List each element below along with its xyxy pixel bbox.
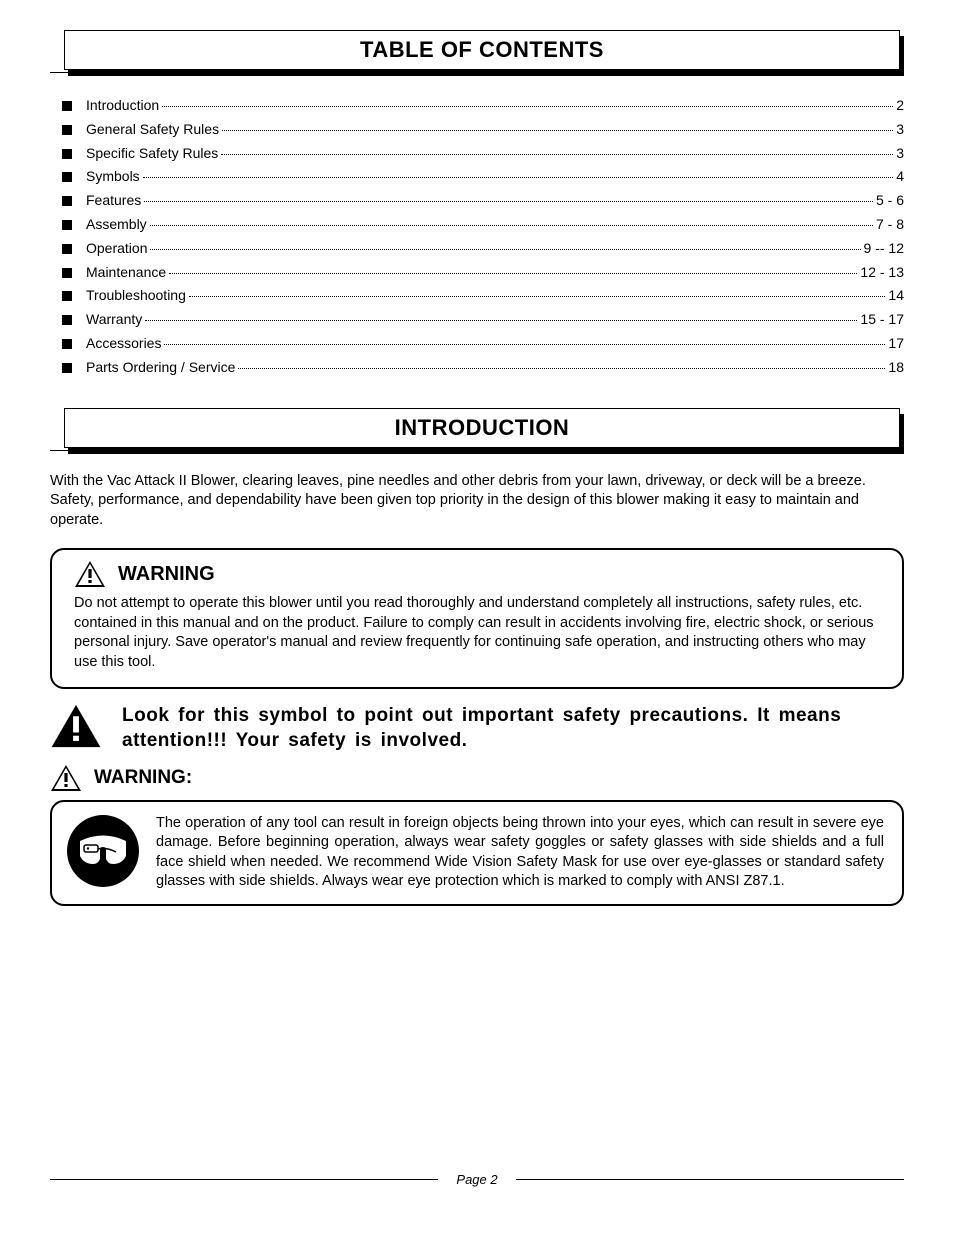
toc-row: General Safety Rules 3 <box>62 118 904 142</box>
toc-page: 2 <box>896 94 904 118</box>
toc-row: Operation 9 -- 12 <box>62 237 904 261</box>
toc-leader-dots <box>169 273 857 274</box>
toc-row: Parts Ordering / Service 18 <box>62 356 904 380</box>
eye-protection-text: The operation of any tool can result in … <box>156 814 884 892</box>
toc-label: Accessories <box>86 332 161 356</box>
toc-page: 5 - 6 <box>876 189 904 213</box>
warning-body: Do not attempt to operate this blower un… <box>74 594 880 672</box>
toc-row: Maintenance 12 - 13 <box>62 261 904 285</box>
toc-leader-dots <box>150 249 860 250</box>
footer-rule-left <box>50 1179 438 1180</box>
toc-label: Maintenance <box>86 261 166 285</box>
table-of-contents: Introduction 2General Safety Rules 3Spec… <box>62 94 904 380</box>
toc-label: Parts Ordering / Service <box>86 356 235 380</box>
toc-label: General Safety Rules <box>86 118 219 142</box>
square-bullet-icon <box>62 172 72 182</box>
square-bullet-icon <box>62 315 72 325</box>
toc-label: Assembly <box>86 213 147 237</box>
toc-row: Specific Safety Rules 3 <box>62 142 904 166</box>
square-bullet-icon <box>62 244 72 254</box>
toc-page: 15 - 17 <box>860 308 904 332</box>
toc-header-block: TABLE OF CONTENTS <box>50 30 904 76</box>
square-bullet-icon <box>62 101 72 111</box>
toc-header: TABLE OF CONTENTS <box>64 30 900 70</box>
square-bullet-icon <box>62 149 72 159</box>
goggles-icon <box>66 814 140 888</box>
warning-title-row: WARNING <box>74 560 880 588</box>
toc-row: Troubleshooting 14 <box>62 284 904 308</box>
toc-label: Features <box>86 189 141 213</box>
footer-rule-right <box>516 1179 904 1180</box>
toc-label: Troubleshooting <box>86 284 186 308</box>
toc-page: 14 <box>888 284 904 308</box>
intro-header: INTRODUCTION <box>64 408 900 448</box>
warning-icon <box>50 764 82 792</box>
toc-page: 9 -- 12 <box>864 237 904 261</box>
square-bullet-icon <box>62 220 72 230</box>
safety-callout: Look for this symbol to point out import… <box>50 703 904 754</box>
toc-leader-dots <box>145 320 857 321</box>
toc-leader-dots <box>238 368 885 369</box>
warning-inline: WARNING: <box>50 764 904 792</box>
eye-protection-box: The operation of any tool can result in … <box>50 800 904 906</box>
toc-label: Warranty <box>86 308 142 332</box>
page-footer: Page 2 <box>50 1172 904 1187</box>
toc-page: 17 <box>888 332 904 356</box>
toc-page: 12 - 13 <box>860 261 904 285</box>
toc-leader-dots <box>164 344 885 345</box>
warning-icon <box>50 703 102 749</box>
toc-row: Accessories 17 <box>62 332 904 356</box>
square-bullet-icon <box>62 363 72 373</box>
toc-leader-dots <box>143 177 894 178</box>
toc-page: 7 - 8 <box>876 213 904 237</box>
toc-label: Specific Safety Rules <box>86 142 218 166</box>
toc-leader-dots <box>162 106 893 107</box>
toc-row: Assembly 7 - 8 <box>62 213 904 237</box>
intro-paragraph: With the Vac Attack II Blower, clearing … <box>50 472 904 531</box>
safety-callout-text: Look for this symbol to point out import… <box>122 703 904 754</box>
toc-page: 3 <box>896 118 904 142</box>
warning-title: WARNING <box>118 563 215 586</box>
toc-row: Features 5 - 6 <box>62 189 904 213</box>
warning-box: WARNING Do not attempt to operate this b… <box>50 548 904 688</box>
square-bullet-icon <box>62 125 72 135</box>
toc-row: Introduction 2 <box>62 94 904 118</box>
toc-label: Operation <box>86 237 147 261</box>
toc-leader-dots <box>221 154 893 155</box>
toc-label: Symbols <box>86 165 140 189</box>
square-bullet-icon <box>62 339 72 349</box>
toc-page: 4 <box>896 165 904 189</box>
square-bullet-icon <box>62 196 72 206</box>
square-bullet-icon <box>62 268 72 278</box>
toc-row: Warranty 15 - 17 <box>62 308 904 332</box>
toc-page: 18 <box>888 356 904 380</box>
toc-leader-dots <box>189 296 886 297</box>
intro-header-block: INTRODUCTION <box>50 408 904 454</box>
toc-label: Introduction <box>86 94 159 118</box>
warning-icon <box>74 560 106 588</box>
toc-leader-dots <box>150 225 873 226</box>
toc-leader-dots <box>222 130 893 131</box>
page-number: Page 2 <box>438 1172 515 1187</box>
warning-title: WARNING: <box>94 767 192 789</box>
toc-leader-dots <box>144 201 873 202</box>
square-bullet-icon <box>62 291 72 301</box>
toc-page: 3 <box>896 142 904 166</box>
toc-row: Symbols 4 <box>62 165 904 189</box>
